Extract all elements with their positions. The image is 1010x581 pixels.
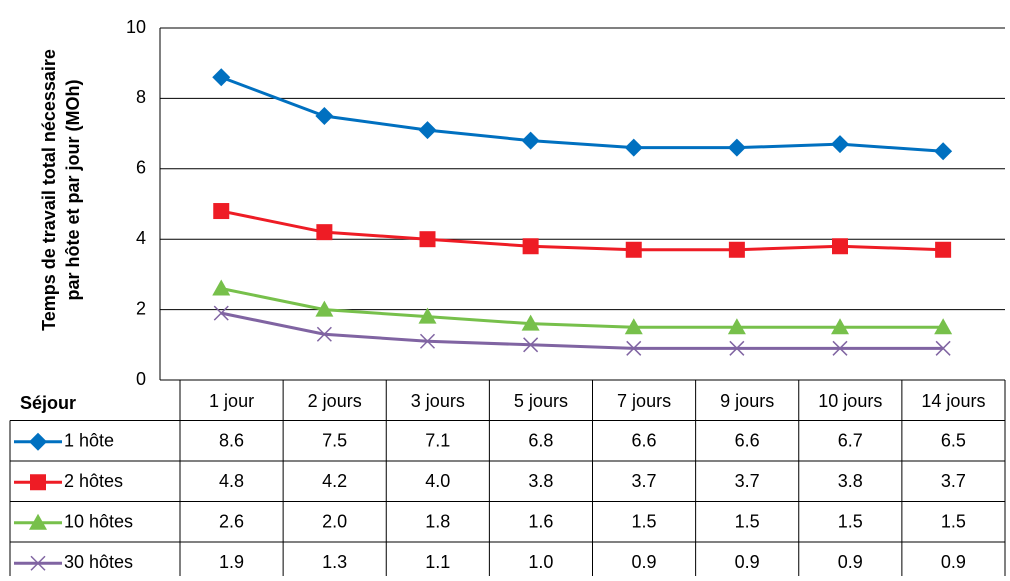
marker — [316, 224, 333, 241]
marker — [316, 326, 332, 342]
table-cell: 1.5 — [941, 512, 966, 532]
marker — [418, 307, 437, 324]
y-axis-label-line: par hôte et par jour (MOh) — [63, 79, 83, 300]
series-line — [220, 287, 944, 329]
marker — [935, 340, 951, 356]
table-cell: 1.8 — [425, 512, 450, 532]
legend-label: 30 hôtes — [64, 552, 133, 572]
table-cell: 6.6 — [632, 431, 657, 451]
marker — [626, 340, 642, 356]
marker — [831, 135, 849, 154]
table-cell: 6.7 — [838, 431, 863, 451]
marker — [934, 318, 953, 335]
y-tick-label: 4 — [136, 228, 146, 248]
table-cell: 3.7 — [941, 471, 966, 491]
y-tick-label: 2 — [136, 298, 146, 318]
table-cell: 2.6 — [219, 512, 244, 532]
y-tick-label: 0 — [136, 369, 146, 389]
table-cell: 2.0 — [322, 512, 347, 532]
marker — [523, 337, 539, 353]
table-header: Séjour — [20, 393, 76, 413]
table-cell: 6.5 — [941, 431, 966, 451]
marker — [315, 107, 334, 125]
table-cell: 0.9 — [735, 552, 760, 572]
table-cell: 6.8 — [528, 431, 553, 451]
marker — [212, 279, 231, 296]
x-tick-label: 9 jours — [720, 391, 774, 411]
marker — [315, 300, 334, 317]
table-cell: 1.9 — [219, 552, 244, 572]
table-cell: 3.8 — [528, 471, 553, 491]
y-axis-label-line: Temps de travail total nécessaire — [39, 49, 59, 331]
table-cell: 0.9 — [838, 552, 863, 572]
marker — [624, 138, 643, 157]
x-tick-label: 10 jours — [818, 391, 882, 411]
x-tick-label: 2 jours — [308, 391, 362, 411]
table-cell: 4.2 — [322, 471, 347, 491]
legend-marker — [30, 555, 46, 571]
marker — [521, 314, 540, 331]
table-cell: 7.5 — [322, 431, 347, 451]
table-cell: 1.5 — [632, 512, 657, 532]
marker — [521, 131, 540, 150]
series-line — [220, 75, 944, 153]
marker — [213, 203, 230, 220]
table-cell: 6.6 — [735, 431, 760, 451]
x-tick-label: 3 jours — [411, 391, 465, 411]
series-line — [220, 209, 944, 252]
marker — [418, 121, 437, 140]
table-cell: 1.3 — [322, 552, 347, 572]
marker — [624, 318, 643, 335]
marker — [727, 318, 746, 335]
legend-label: 1 hôte — [64, 431, 114, 451]
marker — [625, 241, 642, 258]
table-cell: 4.8 — [219, 471, 244, 491]
table-cell: 7.1 — [425, 431, 450, 451]
table-cell: 1.5 — [735, 512, 760, 532]
y-tick-label: 8 — [136, 87, 146, 107]
legend-label: 2 hôtes — [64, 471, 123, 491]
table-cell: 1.6 — [528, 512, 553, 532]
table-cell: 3.8 — [838, 471, 863, 491]
table-cell: 0.9 — [632, 552, 657, 572]
legend-marker — [29, 513, 47, 530]
marker — [832, 238, 848, 255]
table-cell: 1.5 — [838, 512, 863, 532]
marker — [832, 340, 848, 356]
x-tick-label: 7 jours — [617, 391, 671, 411]
x-tick-label: 1 jour — [209, 391, 254, 411]
series-line — [220, 311, 944, 350]
marker — [935, 241, 952, 258]
marker — [831, 318, 849, 335]
marker — [419, 231, 436, 248]
x-tick-label: 14 jours — [921, 391, 985, 411]
y-tick-label: 10 — [126, 17, 146, 37]
x-tick-label: 5 jours — [514, 391, 568, 411]
marker — [213, 305, 229, 321]
marker — [727, 138, 746, 157]
table-cell: 3.7 — [735, 471, 760, 491]
table-cell: 1.0 — [528, 552, 553, 572]
marker — [934, 142, 953, 161]
marker — [522, 238, 539, 255]
marker — [212, 68, 231, 87]
table-cell: 3.7 — [632, 471, 657, 491]
table-cell: 0.9 — [941, 552, 966, 572]
table-cell: 4.0 — [425, 471, 450, 491]
marker — [728, 241, 745, 258]
marker — [419, 333, 436, 349]
table-cell: 1.1 — [425, 552, 450, 572]
legend-marker — [30, 474, 46, 491]
marker — [729, 340, 745, 356]
table-cell: 8.6 — [219, 431, 244, 451]
y-tick-label: 6 — [136, 158, 146, 178]
legend-marker — [29, 432, 47, 451]
legend-label: 10 hôtes — [64, 512, 133, 532]
